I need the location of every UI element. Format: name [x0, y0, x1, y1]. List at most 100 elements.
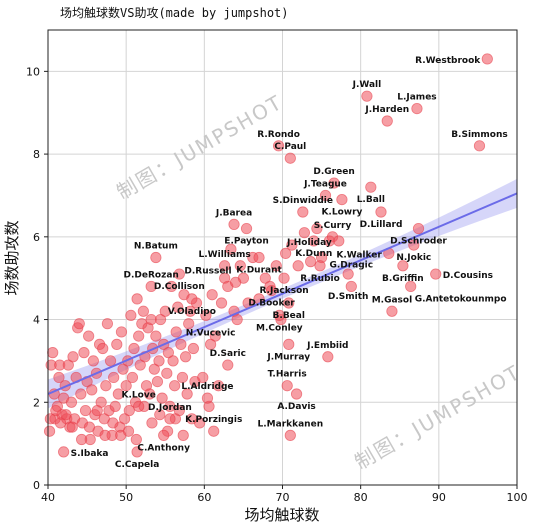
point-label: D.Jordan	[148, 403, 192, 413]
point-label: D.Smith	[328, 292, 369, 302]
scatter-point	[73, 318, 85, 330]
scatter-point	[123, 404, 135, 417]
point-label: N.Jokic	[396, 253, 431, 263]
scatter-point	[101, 318, 114, 330]
scatter-point-labeled	[228, 218, 240, 231]
scatter-point	[50, 404, 62, 417]
scatter-point	[131, 293, 143, 305]
scatter-point	[161, 367, 173, 379]
point-label: L.Williams	[199, 250, 251, 260]
scatter-point-labeled	[272, 140, 285, 152]
scatter-point-labeled	[322, 351, 334, 363]
x-tick-label: 40	[41, 491, 55, 504]
scatter-point-labeled	[345, 280, 357, 293]
scatter-point	[115, 326, 128, 338]
scatter-point	[156, 392, 168, 404]
point-label: S.Ibaka	[71, 449, 109, 459]
scatter-point	[100, 380, 112, 392]
scatter-point-labeled	[204, 338, 217, 350]
point-label: S.Dinwiddie	[273, 196, 333, 206]
point-label: D.Lillard	[360, 220, 403, 230]
scatter-point-labeled	[397, 260, 409, 272]
point-label: M.Gasol	[372, 295, 412, 305]
x-tick-label: 100	[507, 491, 528, 504]
scatter-point-labeled	[133, 400, 145, 413]
point-label: K.Durant	[236, 266, 282, 276]
scatter-point	[83, 330, 95, 342]
scatter-point	[175, 338, 187, 350]
scatter-point-labeled	[284, 152, 296, 164]
point-label: J.Wall	[352, 80, 382, 90]
scatter-point	[117, 363, 129, 375]
point-label: R.Rubio	[300, 274, 340, 284]
scatter-point	[111, 338, 123, 350]
scatter-point	[225, 243, 237, 255]
scatter-point-labeled	[328, 177, 340, 189]
point-label: L.Aldridge	[181, 382, 233, 392]
point-labels: R.Westbrook J.Wall L.James J.Harden B.Simmon…	[71, 56, 508, 470]
scatter-point	[120, 380, 132, 392]
axis-ticks: 40 50 60 70 80 90 100 0 2 4 6 8 10	[26, 65, 528, 504]
scatter-point	[181, 388, 193, 400]
x-tick-label: 50	[119, 491, 133, 504]
point-label: J.Barea	[215, 208, 252, 218]
scatter-point	[259, 272, 271, 284]
x-tick-label: 90	[432, 491, 446, 504]
scatter-point	[128, 342, 140, 355]
scatter-point	[87, 355, 99, 367]
scatter-point	[79, 404, 92, 417]
scatter-point	[177, 429, 189, 441]
y-tick-label: 8	[33, 148, 40, 161]
scatter-point	[65, 396, 78, 408]
scatter-point-labeled	[173, 268, 185, 280]
y-tick-label: 0	[33, 479, 40, 492]
scatter-point	[75, 388, 87, 400]
data-points	[43, 53, 493, 458]
point-label: C.Capela	[115, 460, 159, 470]
x-axis-label: 场均触球数	[244, 506, 319, 524]
point-label: N.Batum	[134, 242, 178, 252]
scatter-point	[170, 326, 182, 338]
scatter-point	[183, 318, 195, 330]
scatter-point	[169, 380, 181, 392]
scatter-point-labeled	[333, 235, 345, 247]
scatter-point	[66, 421, 78, 433]
grid-lines	[47, 30, 518, 486]
scatter-point	[130, 433, 142, 446]
scatter-point	[311, 222, 323, 235]
y-axis-label: 场数助攻数	[3, 220, 21, 295]
regression-line	[47, 192, 518, 395]
scatter-point	[154, 313, 167, 326]
scatter-point-labeled	[158, 429, 170, 441]
scatter-point-labeled	[319, 189, 332, 202]
scatter-point	[292, 260, 304, 272]
scatter-point-labeled	[411, 102, 423, 115]
point-label: A.Davis	[277, 402, 315, 412]
scatter-point	[215, 297, 228, 309]
watermark-1: 制图：JUMPSHOT	[113, 90, 287, 205]
x-tick-label: 80	[354, 491, 368, 504]
scatter-point-labeled	[342, 268, 354, 280]
scatter-point-labeled	[381, 115, 393, 127]
scatter-point	[234, 260, 246, 272]
scatter-point	[54, 417, 67, 429]
scatter-point	[154, 409, 166, 421]
scatter-point	[280, 247, 292, 259]
scatter-point	[83, 421, 96, 433]
scatter-point	[78, 347, 90, 359]
scatter-point-labeled	[290, 388, 303, 400]
scatter-point	[305, 256, 317, 268]
scatter-point-labeled	[164, 413, 176, 425]
y-tick-label: 4	[33, 314, 40, 327]
scatter-point	[104, 355, 117, 367]
scatter-point-labeled	[131, 446, 143, 458]
scatter-point-labeled	[230, 276, 242, 288]
scatter-point-labeled	[281, 380, 293, 392]
y-tick-label: 6	[33, 231, 40, 244]
point-label: M.Conley	[256, 323, 303, 333]
point-label: C.Anthony	[137, 443, 190, 453]
scatter-point-labeled	[336, 193, 348, 206]
scatter-point-labeled	[297, 206, 309, 218]
scatter-point-labeled	[473, 140, 486, 152]
